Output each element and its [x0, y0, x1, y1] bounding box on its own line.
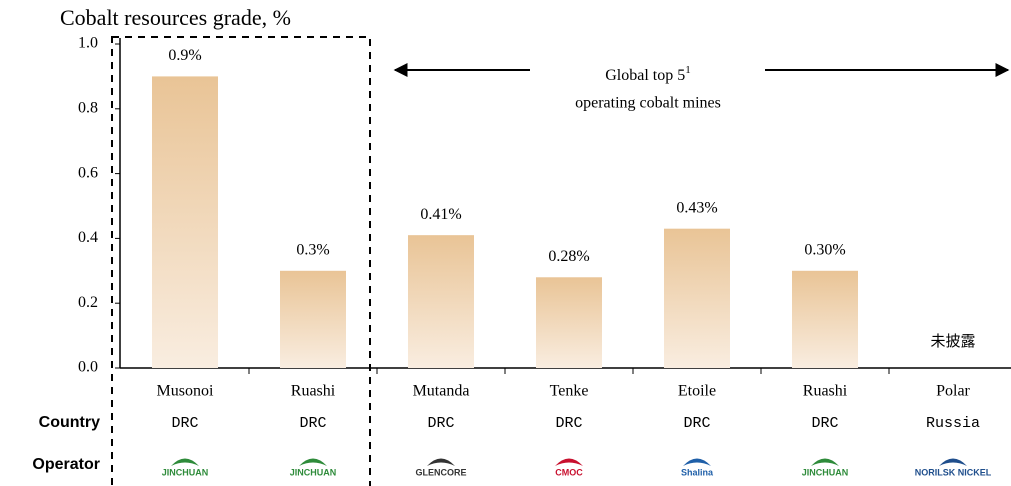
value-label: 0.9% — [168, 47, 201, 64]
country: Russia — [926, 415, 980, 432]
y-tick-label: 0.2 — [78, 294, 98, 311]
operator-logo — [939, 458, 967, 466]
operator: JINCHUAN — [162, 467, 209, 477]
x-tick-label: Ruashi — [803, 383, 848, 400]
highlight-box — [111, 36, 371, 486]
row-label: Operator — [32, 456, 100, 473]
value-label: 0.43% — [676, 199, 717, 216]
operator: Shalina — [681, 467, 714, 477]
operator-logo — [299, 458, 327, 466]
y-tick-label: 0.4 — [78, 229, 98, 246]
x-tick-label: Tenke — [550, 383, 589, 400]
bar — [152, 76, 218, 369]
bar — [280, 270, 346, 368]
bar — [664, 228, 730, 368]
country: DRC — [427, 415, 454, 432]
operator: CMOC — [555, 467, 583, 477]
country: DRC — [811, 415, 838, 432]
value-label: 0.3% — [296, 241, 329, 258]
operator-logo — [427, 458, 455, 466]
row-label: Country — [39, 414, 100, 431]
bar — [408, 235, 474, 368]
y-tick-label: 1.0 — [78, 35, 98, 52]
country: DRC — [555, 415, 582, 432]
operator-logo — [171, 458, 199, 466]
operator: NORILSK NICKEL — [915, 467, 992, 477]
operator: JINCHUAN — [802, 467, 849, 477]
banner-superscript: 1 — [685, 64, 691, 76]
country: DRC — [683, 415, 710, 432]
x-tick-label: Ruashi — [291, 383, 336, 400]
y-tick-label: 0.0 — [78, 359, 98, 376]
y-tick-label: 0.6 — [78, 164, 98, 181]
operator-logo — [555, 458, 583, 466]
country: DRC — [171, 415, 198, 432]
bar — [536, 277, 602, 368]
x-tick-label: Mutanda — [413, 383, 470, 400]
operator-logo — [683, 458, 711, 466]
x-tick-label: Musonoi — [157, 383, 214, 400]
operator: JINCHUAN — [290, 467, 337, 477]
value-label: 0.28% — [548, 248, 589, 265]
country: DRC — [299, 415, 326, 432]
banner: Global top 51 — [605, 64, 691, 84]
operator: GLENCORE — [415, 467, 466, 477]
value-label: 0.30% — [804, 241, 845, 258]
y-tick-label: 0.8 — [78, 99, 98, 116]
banner-line2: operating cobalt mines — [575, 95, 721, 112]
x-tick-label: Etoile — [678, 383, 716, 400]
bar — [792, 270, 858, 368]
undisclosed-label: 未披露 — [930, 333, 975, 351]
banner-text: Global top 5 — [605, 67, 685, 84]
chart-title: Cobalt resources grade, % — [60, 5, 291, 30]
value-label: 0.41% — [420, 206, 461, 223]
x-tick-label: Polar — [936, 383, 970, 400]
operator-logo — [811, 458, 839, 466]
